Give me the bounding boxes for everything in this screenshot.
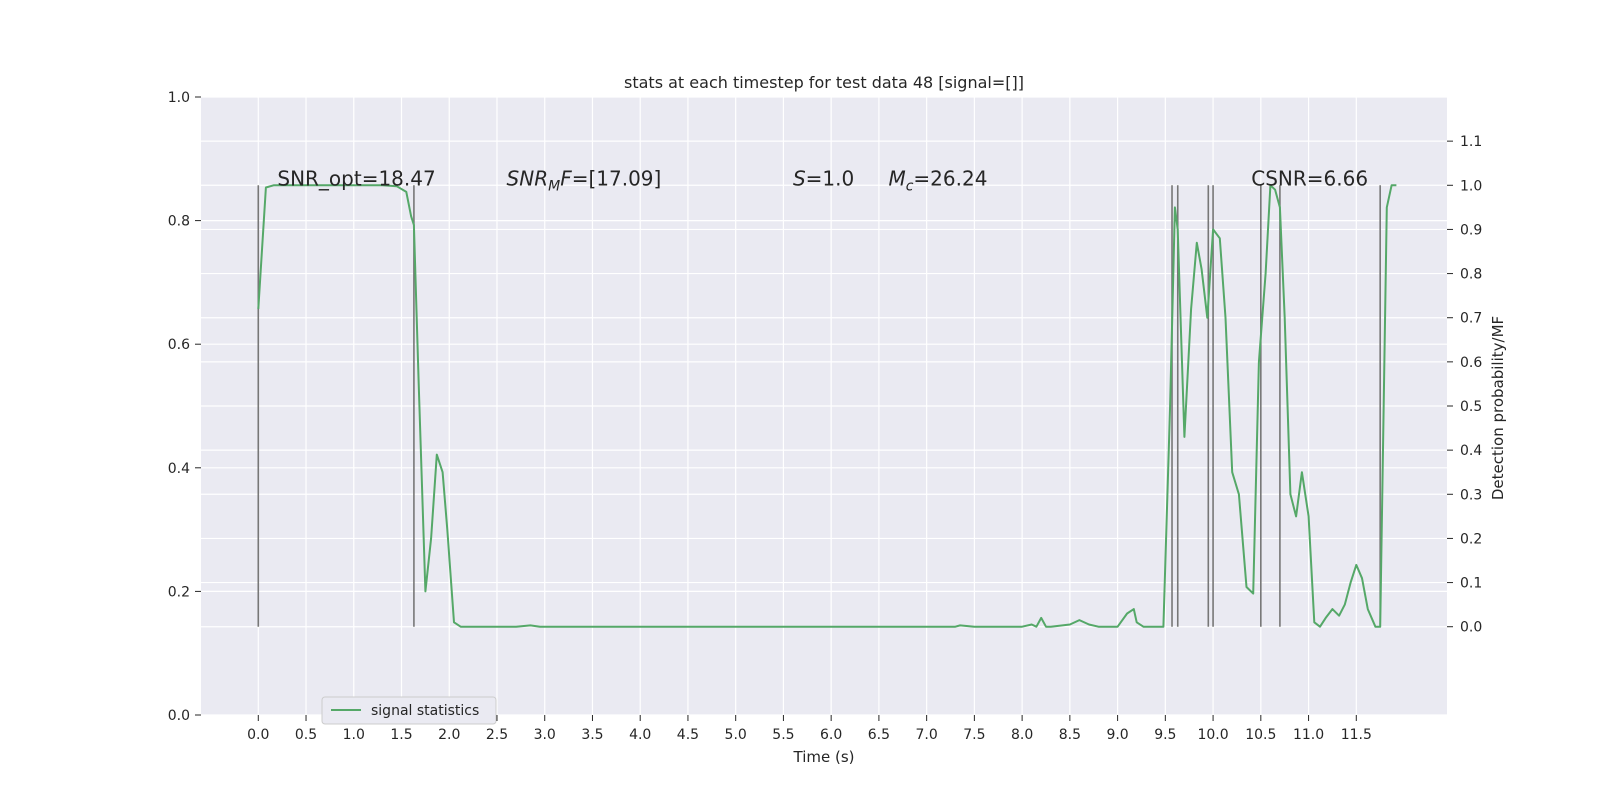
x-tick-label: 9.0 (1106, 727, 1128, 743)
x-axis-ticks: 0.0 0.5 1.0 1.5 2.0 2.5 3.0 3.5 4.0 4.5 5.0 5.5 6.0 6… (247, 715, 1372, 743)
x-tick-label: 8.5 (1059, 727, 1081, 743)
x-axis-label: Time (s) (793, 748, 855, 766)
x-tick-label: 6.0 (820, 727, 842, 743)
legend-label: signal statistics (371, 703, 479, 719)
right-y-tick-label: 0.5 (1460, 399, 1482, 415)
x-tick-label: 5.0 (725, 727, 747, 743)
event-markers (257, 185, 1381, 627)
x-tick-label: 7.0 (916, 727, 938, 743)
x-tick-label: 3.0 (534, 727, 556, 743)
x-tick-label: 2.5 (486, 727, 508, 743)
x-tick-label: 1.0 (343, 727, 365, 743)
right-y-tick-label: 1.1 (1460, 134, 1482, 150)
annotation-snr-mf: SNRMF=[17.09] (507, 166, 662, 194)
x-tick-label: 10.0 (1197, 727, 1228, 743)
y-tick-label: 0.0 (168, 708, 190, 724)
x-tick-label: 7.5 (963, 727, 985, 743)
x-tick-label: 3.5 (581, 727, 603, 743)
right-y-tick-label: 0.4 (1460, 443, 1482, 459)
annotation-snr-opt: SNR_opt=18.47 (277, 166, 435, 190)
x-tick-label: 10.5 (1245, 727, 1276, 743)
x-tick-label: 8.0 (1011, 727, 1033, 743)
x-tick-label: 0.5 (295, 727, 317, 743)
right-y-axis-label: Detection probability/MF (1489, 316, 1507, 500)
series-line-signal-statistics (257, 184, 1397, 628)
x-tick-label: 2.0 (438, 727, 460, 743)
x-tick-label: 6.5 (868, 727, 890, 743)
chart-title: stats at each timestep for test data 48 … (624, 73, 1024, 92)
right-y-tick-label: 0.3 (1460, 487, 1482, 503)
y-tick-label: 0.2 (168, 584, 190, 600)
legend: signal statistics (321, 696, 497, 725)
annotation-s: S=1.0 (793, 166, 854, 190)
x-tick-label: 4.0 (629, 727, 651, 743)
right-y-tick-label: 0.8 (1460, 267, 1482, 283)
x-tick-label: 9.5 (1154, 727, 1176, 743)
series-lines (257, 184, 1397, 628)
annotation-csnr: CSNR=6.66 (1251, 166, 1368, 190)
y-tick-label: 0.6 (168, 337, 190, 353)
right-y-tick-label: 0.9 (1460, 222, 1482, 238)
left-y-axis-ticks: 0.0 0.2 0.4 0.6 0.8 1.0 (168, 90, 201, 724)
y-tick-label: 1.0 (168, 90, 190, 106)
y-tick-label: 0.8 (168, 214, 190, 230)
legend-box (321, 696, 497, 725)
x-tick-label: 1.5 (390, 727, 412, 743)
annotation-mc: Mc=26.24 (888, 166, 987, 194)
x-tick-label: 11.0 (1293, 727, 1324, 743)
grid-lines (201, 96, 1447, 716)
right-y-tick-label: 0.7 (1460, 311, 1482, 327)
annotations: SNR_opt=18.47 SNRMF=[17.09] S=1.0 Mc=26.24 C… (277, 166, 1368, 194)
right-y-tick-label: 0.1 (1460, 576, 1482, 592)
y-tick-label: 0.4 (168, 461, 190, 477)
right-y-tick-label: 0.6 (1460, 355, 1482, 371)
x-tick-label: 5.5 (772, 727, 794, 743)
right-y-axis-ticks: 0.0 0.1 0.2 0.3 0.4 0.5 0.6 0.7 0.8 0.9 1.0 1.1 (1447, 134, 1482, 636)
x-tick-label: 11.5 (1341, 727, 1372, 743)
right-y-tick-label: 0.0 (1460, 620, 1482, 636)
x-tick-label: 4.5 (677, 727, 699, 743)
x-tick-label: 0.0 (247, 727, 269, 743)
right-y-tick-label: 1.0 (1460, 178, 1482, 194)
right-y-tick-label: 0.2 (1460, 531, 1482, 547)
